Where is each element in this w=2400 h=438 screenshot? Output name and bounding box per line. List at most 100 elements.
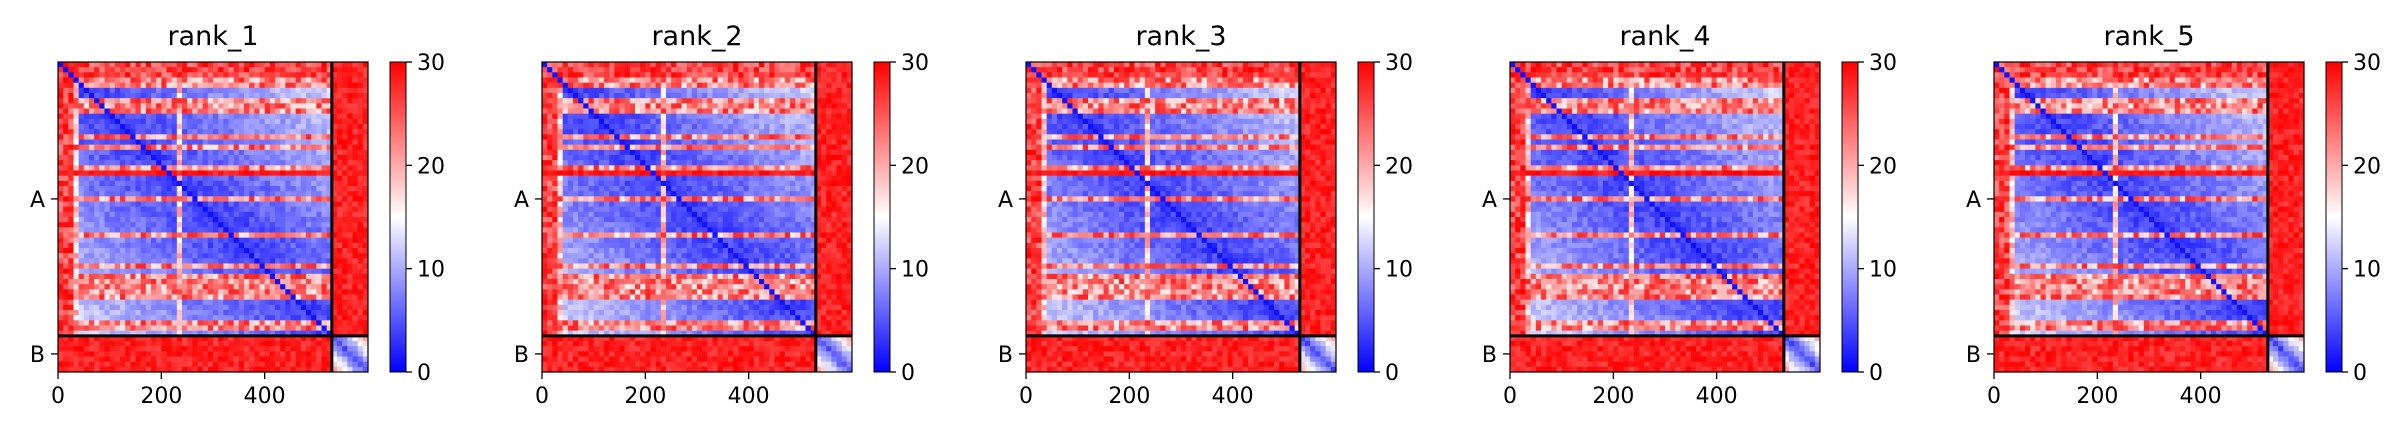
heatmap-cell — [244, 248, 250, 254]
heatmap-cell — [316, 315, 322, 321]
heatmap-cell — [588, 144, 595, 151]
heatmap-cell — [182, 72, 188, 78]
heatmap-cell — [743, 175, 750, 182]
heatmap-cell — [145, 284, 152, 290]
heatmap-cell — [352, 330, 359, 337]
heatmap-cell — [753, 124, 760, 130]
heatmap-cell — [83, 237, 90, 244]
heatmap-cell — [187, 82, 193, 89]
heatmap-cell — [244, 108, 250, 115]
heatmap-cell — [352, 134, 359, 140]
heatmap-cell — [182, 98, 188, 104]
heatmap-cell — [362, 361, 369, 368]
heatmap-cell — [192, 294, 198, 301]
heatmap-cell — [213, 268, 219, 275]
heatmap-cell — [259, 180, 266, 187]
heatmap-cell — [614, 129, 620, 135]
heatmap-cell — [790, 139, 796, 146]
heatmap-cell — [94, 175, 100, 182]
heatmap-cell — [130, 72, 136, 78]
heatmap-cell — [187, 62, 193, 68]
heatmap-cell — [125, 206, 131, 213]
heatmap-cell — [83, 98, 90, 104]
heatmap-cell — [815, 165, 822, 171]
heatmap-cell — [249, 87, 255, 94]
heatmap-cell — [650, 67, 657, 73]
heatmap-cell — [295, 155, 302, 161]
heatmap-cell — [233, 258, 240, 264]
heatmap-cell — [254, 103, 260, 109]
heatmap-cell — [357, 170, 364, 177]
heatmap-cell — [712, 77, 719, 84]
heatmap-cell — [140, 217, 147, 223]
heatmap-cell — [125, 232, 131, 239]
heatmap-cell — [182, 62, 188, 68]
heatmap-cell — [326, 170, 333, 177]
heatmap-cell — [166, 268, 173, 275]
heatmap-cell — [197, 77, 204, 84]
heatmap-cell — [583, 160, 589, 166]
heatmap-cell — [78, 211, 85, 218]
heatmap-cell — [94, 93, 100, 99]
heatmap-cell — [213, 330, 219, 337]
heatmap-cell — [145, 180, 152, 187]
heatmap-cell — [218, 77, 224, 84]
heatmap-cell — [321, 196, 328, 202]
heatmap-cell — [99, 186, 105, 192]
heatmap-cell — [542, 160, 548, 166]
pae-heatmap — [542, 62, 853, 373]
heatmap-cell — [238, 258, 245, 264]
heatmap-cell — [841, 165, 848, 171]
heatmap-cell — [660, 67, 667, 73]
heatmap-cell — [321, 180, 328, 187]
heatmap-cell — [357, 103, 364, 109]
heatmap-cell — [166, 248, 173, 254]
heatmap-cell — [306, 258, 312, 264]
heatmap-cell — [645, 149, 651, 156]
heatmap-cell — [269, 330, 276, 337]
heatmap-cell — [254, 284, 260, 290]
heatmap-cell — [130, 108, 136, 115]
heatmap-cell — [104, 62, 111, 68]
heatmap-cell — [774, 160, 781, 166]
heatmap-cell — [269, 227, 276, 233]
heatmap-cell — [176, 211, 183, 218]
heatmap-cell — [161, 211, 167, 218]
heatmap-cell — [254, 72, 260, 78]
heatmap-cell — [99, 67, 105, 73]
heatmap-cell — [717, 129, 724, 135]
heatmap-cell — [254, 108, 260, 115]
heatmap-cell — [63, 289, 69, 295]
heatmap-cell — [784, 108, 791, 115]
heatmap-cell — [593, 67, 600, 73]
heatmap-cell — [573, 139, 579, 146]
heatmap-cell — [614, 62, 620, 68]
heatmap-cell — [135, 356, 142, 363]
heatmap-cell — [63, 263, 69, 270]
heatmap-cell — [562, 103, 569, 109]
heatmap-cell — [120, 268, 126, 275]
heatmap-cell — [89, 196, 95, 202]
heatmap-cell — [68, 87, 74, 94]
heatmap-cell — [578, 165, 584, 171]
heatmap-cell — [63, 82, 69, 89]
heatmap-cell — [249, 170, 255, 177]
heatmap-cell — [686, 72, 693, 78]
heatmap-cell — [244, 310, 250, 316]
heatmap-cell — [841, 149, 848, 156]
heatmap-cell — [295, 335, 302, 342]
heatmap-cell — [94, 118, 100, 125]
heatmap-cell — [795, 175, 801, 182]
heatmap-cell — [109, 237, 116, 244]
heatmap-cell — [738, 134, 744, 140]
heatmap-cell — [604, 98, 610, 104]
heatmap-cell — [347, 165, 353, 171]
heatmap-cell — [73, 155, 80, 161]
heatmap-cell — [151, 330, 157, 337]
heatmap-cell — [728, 67, 734, 73]
heatmap-cell — [114, 242, 121, 249]
heatmap-cell — [640, 77, 646, 84]
heatmap-cell — [207, 201, 214, 208]
heatmap-cell — [748, 77, 755, 84]
heatmap-cell — [321, 160, 328, 166]
